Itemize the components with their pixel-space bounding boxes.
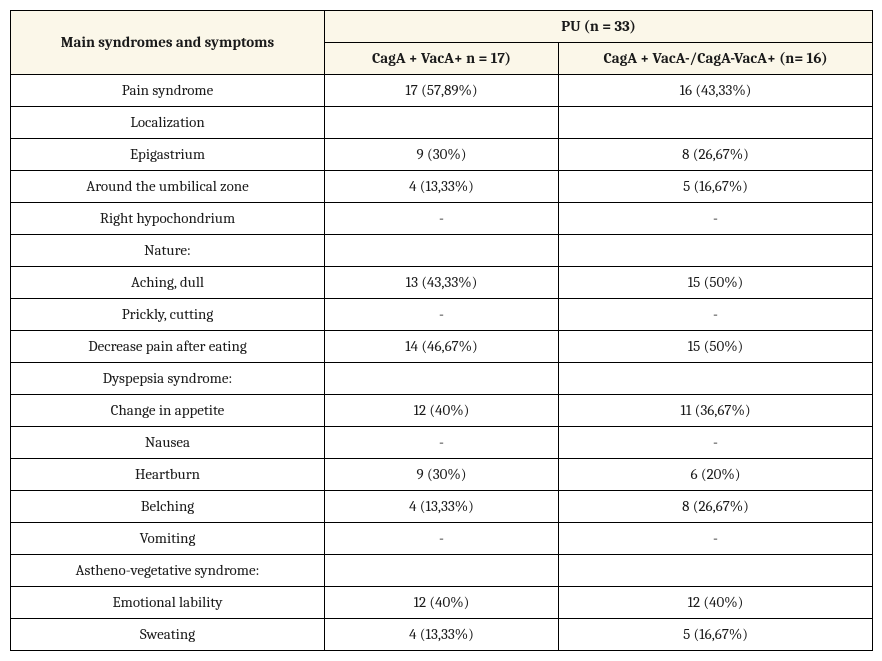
row-label: Localization <box>11 107 325 139</box>
row-value-2: 6 (20%) <box>559 459 873 491</box>
row-value-2: - <box>559 523 873 555</box>
table-row: Belching4 (13,33%)8 (26,67%) <box>11 491 873 523</box>
table-row: Dyspepsia syndrome: <box>11 363 873 395</box>
row-value-1 <box>325 235 559 267</box>
table-row: Around the umbilical zone4 (13,33%)5 (16… <box>11 171 873 203</box>
row-value-1 <box>325 107 559 139</box>
table-row: Aching, dull13 (43,33%)15 (50%) <box>11 267 873 299</box>
row-label: Heartburn <box>11 459 325 491</box>
table-row: Astheno-vegetative syndrome: <box>11 555 873 587</box>
table-body: Pain syndrome17 (57,89%)16 (43,33%)Local… <box>11 75 873 651</box>
row-label: Prickly, cutting <box>11 299 325 331</box>
row-label: Around the umbilical zone <box>11 171 325 203</box>
table-row: Sweating4 (13,33%)5 (16,67%) <box>11 619 873 651</box>
row-value-2: 5 (16,67%) <box>559 619 873 651</box>
row-value-1: 12 (40%) <box>325 395 559 427</box>
row-label: Belching <box>11 491 325 523</box>
row-value-1: 4 (13,33%) <box>325 171 559 203</box>
table-row: Decrease pain after eating14 (46,67%)15 … <box>11 331 873 363</box>
header-sub1: CagA + VacA+ n = 17) <box>325 43 559 75</box>
row-label: Sweating <box>11 619 325 651</box>
row-value-2 <box>559 107 873 139</box>
row-value-1: - <box>325 203 559 235</box>
table-row: Right hypochondrium-- <box>11 203 873 235</box>
row-label: Nausea <box>11 427 325 459</box>
row-value-2: 15 (50%) <box>559 267 873 299</box>
table-row: Localization <box>11 107 873 139</box>
row-label: Right hypochondrium <box>11 203 325 235</box>
row-label: Decrease pain after eating <box>11 331 325 363</box>
table-row: Heartburn9 (30%)6 (20%) <box>11 459 873 491</box>
table-row: Nausea-- <box>11 427 873 459</box>
row-value-1: 4 (13,33%) <box>325 491 559 523</box>
row-value-1: - <box>325 299 559 331</box>
row-value-2: 16 (43,33%) <box>559 75 873 107</box>
row-value-1: 9 (30%) <box>325 139 559 171</box>
row-label: Emotional lability <box>11 587 325 619</box>
row-label: Nature: <box>11 235 325 267</box>
row-value-1: 4 (13,33%) <box>325 619 559 651</box>
row-value-2 <box>559 555 873 587</box>
header-main-label: Main syndromes and symptoms <box>11 11 325 75</box>
row-value-1: 14 (46,67%) <box>325 331 559 363</box>
row-value-2: 15 (50%) <box>559 331 873 363</box>
row-label: Pain syndrome <box>11 75 325 107</box>
row-label: Change in appetite <box>11 395 325 427</box>
row-value-2 <box>559 235 873 267</box>
row-value-1 <box>325 363 559 395</box>
row-value-1: 17 (57,89%) <box>325 75 559 107</box>
row-value-1: - <box>325 523 559 555</box>
row-value-2: 8 (26,67%) <box>559 139 873 171</box>
header-group-label: PU (n = 33) <box>325 11 873 43</box>
row-value-1: - <box>325 427 559 459</box>
row-value-2: - <box>559 299 873 331</box>
table-header: Main syndromes and symptoms PU (n = 33) … <box>11 11 873 75</box>
row-label: Dyspepsia syndrome: <box>11 363 325 395</box>
row-value-2: 5 (16,67%) <box>559 171 873 203</box>
table-row: Vomiting-- <box>11 523 873 555</box>
row-value-2: 12 (40%) <box>559 587 873 619</box>
row-value-1 <box>325 555 559 587</box>
table-row: Prickly, cutting-- <box>11 299 873 331</box>
row-label: Aching, dull <box>11 267 325 299</box>
row-value-2: - <box>559 203 873 235</box>
table-row: Change in appetite12 (40%)11 (36,67%) <box>11 395 873 427</box>
row-label: Vomiting <box>11 523 325 555</box>
row-value-1: 12 (40%) <box>325 587 559 619</box>
header-sub2: CagA + VacA-/CagA-VacA+ (n= 16) <box>559 43 873 75</box>
table-row: Nature: <box>11 235 873 267</box>
row-value-1: 13 (43,33%) <box>325 267 559 299</box>
table-row: Emotional lability12 (40%)12 (40%) <box>11 587 873 619</box>
syndromes-table: Main syndromes and symptoms PU (n = 33) … <box>10 10 873 651</box>
row-label: Astheno-vegetative syndrome: <box>11 555 325 587</box>
row-label: Epigastrium <box>11 139 325 171</box>
row-value-2: 8 (26,67%) <box>559 491 873 523</box>
row-value-2: 11 (36,67%) <box>559 395 873 427</box>
table-row: Epigastrium9 (30%)8 (26,67%) <box>11 139 873 171</box>
row-value-2: - <box>559 427 873 459</box>
row-value-1: 9 (30%) <box>325 459 559 491</box>
row-value-2 <box>559 363 873 395</box>
table-row: Pain syndrome17 (57,89%)16 (43,33%) <box>11 75 873 107</box>
